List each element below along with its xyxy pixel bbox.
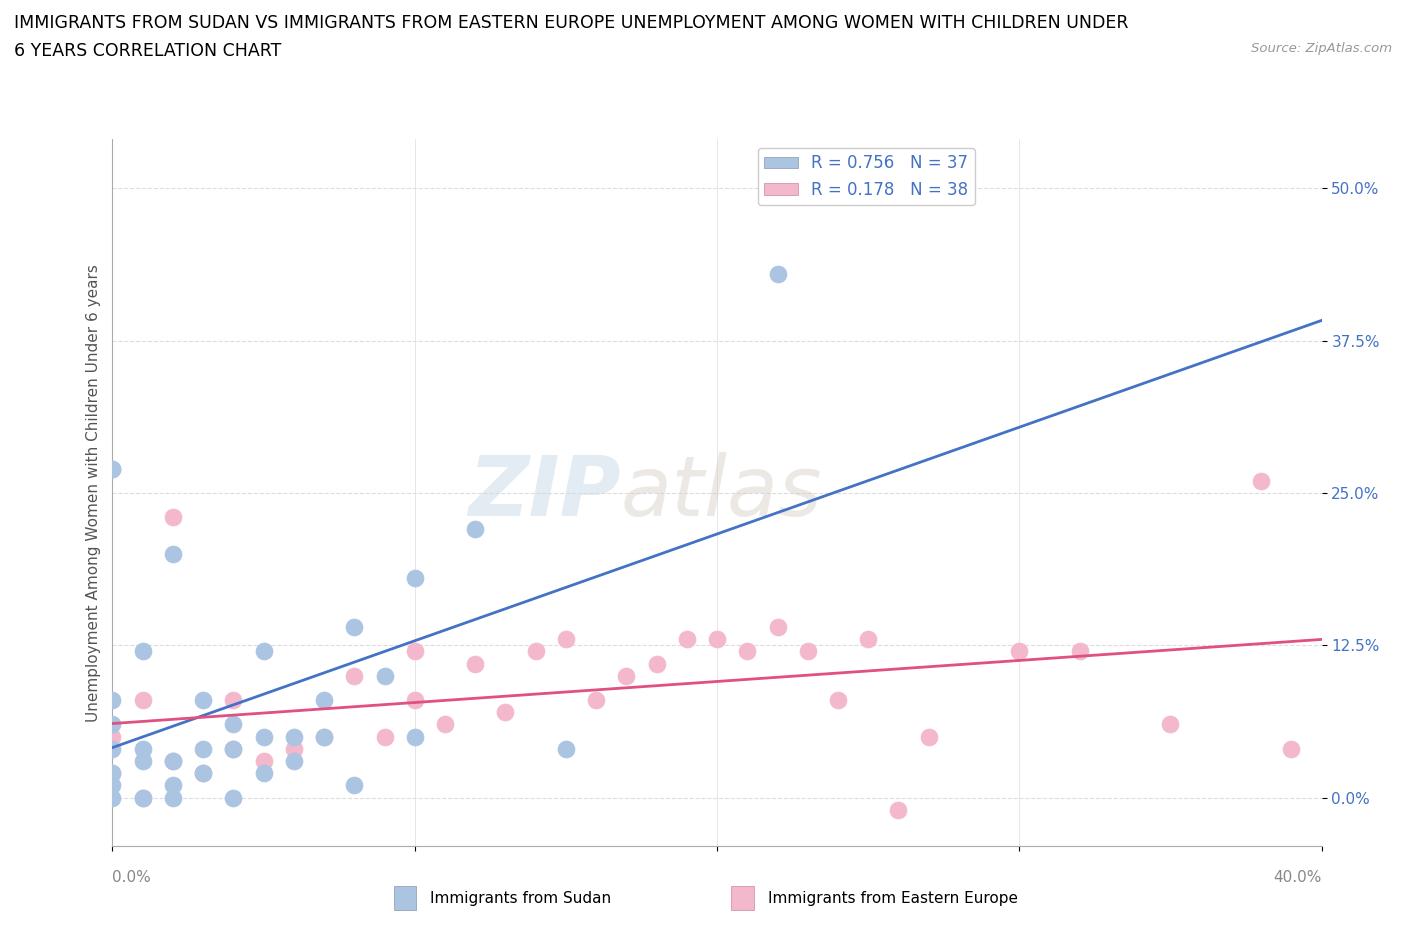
Point: [132, 753, 155, 768]
Point: [585, 693, 607, 708]
Point: [162, 753, 184, 768]
Point: [404, 729, 426, 744]
Y-axis label: Unemployment Among Women with Children Under 6 years: Unemployment Among Women with Children U…: [86, 264, 101, 722]
Point: [101, 765, 124, 780]
Text: Immigrants from Sudan: Immigrants from Sudan: [430, 891, 612, 906]
Point: [616, 669, 638, 684]
Point: [132, 741, 155, 756]
Point: [222, 717, 245, 732]
Point: [101, 461, 124, 476]
Point: [191, 765, 214, 780]
Point: [374, 669, 396, 684]
Point: [1159, 717, 1181, 732]
Point: [101, 717, 124, 732]
Point: [191, 741, 214, 756]
Point: [162, 777, 184, 792]
Point: [222, 741, 245, 756]
Point: [222, 693, 245, 708]
Point: [404, 644, 426, 658]
Point: [495, 705, 517, 720]
Point: [404, 571, 426, 586]
Point: [283, 729, 305, 744]
Point: [283, 741, 305, 756]
Point: [464, 656, 486, 671]
Point: [766, 619, 789, 634]
Point: [162, 547, 184, 562]
Point: [132, 790, 155, 805]
Point: [706, 631, 728, 646]
Point: [191, 765, 214, 780]
Point: [253, 753, 276, 768]
Point: [887, 803, 910, 817]
Point: [101, 461, 124, 476]
Point: [222, 741, 245, 756]
Text: atlas: atlas: [620, 452, 823, 534]
Point: [101, 790, 124, 805]
Point: [253, 765, 276, 780]
Point: [404, 693, 426, 708]
Point: [101, 765, 124, 780]
Point: [162, 510, 184, 525]
Point: [343, 619, 366, 634]
Text: IMMIGRANTS FROM SUDAN VS IMMIGRANTS FROM EASTERN EUROPE UNEMPLOYMENT AMONG WOMEN: IMMIGRANTS FROM SUDAN VS IMMIGRANTS FROM…: [14, 14, 1129, 32]
Point: [314, 693, 336, 708]
Point: [343, 777, 366, 792]
Point: [524, 644, 547, 658]
Text: 40.0%: 40.0%: [1274, 870, 1322, 884]
Point: [101, 777, 124, 792]
Point: [314, 729, 336, 744]
Text: ZIP: ZIP: [468, 452, 620, 534]
Point: [101, 741, 124, 756]
Point: [132, 644, 155, 658]
Text: 0.0%: 0.0%: [112, 870, 152, 884]
Point: [554, 741, 576, 756]
Point: [766, 266, 789, 281]
Point: [918, 729, 941, 744]
Point: [132, 693, 155, 708]
Point: [222, 790, 245, 805]
Point: [1250, 473, 1272, 488]
Point: [162, 790, 184, 805]
Point: [645, 656, 668, 671]
Point: [132, 790, 155, 805]
Point: [856, 631, 880, 646]
Point: [1008, 644, 1031, 658]
Point: [101, 693, 124, 708]
Point: [1069, 644, 1091, 658]
Point: [343, 669, 366, 684]
Point: [1279, 741, 1302, 756]
Point: [283, 753, 305, 768]
Point: [554, 631, 576, 646]
Point: [253, 729, 276, 744]
Point: [314, 729, 336, 744]
Point: [737, 644, 759, 658]
Legend: R = 0.756   N = 37, R = 0.178   N = 38: R = 0.756 N = 37, R = 0.178 N = 38: [758, 148, 974, 206]
Text: Source: ZipAtlas.com: Source: ZipAtlas.com: [1251, 42, 1392, 55]
Point: [796, 644, 818, 658]
Point: [101, 729, 124, 744]
Point: [827, 693, 849, 708]
Point: [191, 693, 214, 708]
Text: 6 YEARS CORRELATION CHART: 6 YEARS CORRELATION CHART: [14, 42, 281, 60]
Point: [464, 522, 486, 537]
Text: Immigrants from Eastern Europe: Immigrants from Eastern Europe: [768, 891, 1018, 906]
Point: [253, 644, 276, 658]
Point: [433, 717, 456, 732]
Point: [162, 753, 184, 768]
Point: [374, 729, 396, 744]
Point: [675, 631, 697, 646]
